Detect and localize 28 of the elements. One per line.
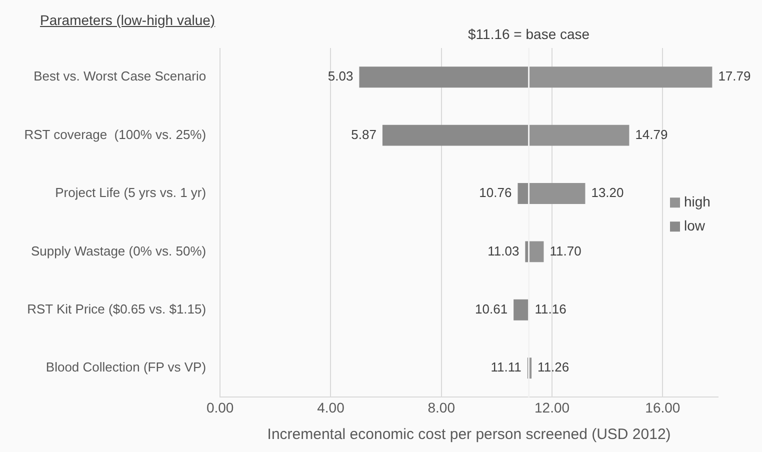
legend-label: high	[684, 193, 710, 210]
x-tick-label: 0.00	[206, 399, 234, 416]
y-tick-label: Project Life (5 yrs vs. 1 yr)	[55, 185, 206, 200]
y-tick-label: RST Kit Price ($0.65 vs. $1.15)	[27, 301, 206, 316]
x-tick-label: 8.00	[428, 399, 456, 416]
annotation: 11.26	[538, 360, 570, 375]
annotation: 10.76	[479, 185, 512, 200]
annotation: 14.79	[635, 126, 668, 142]
legend-label: low	[684, 217, 706, 234]
x-tick-label: 12.00	[534, 399, 570, 416]
y-tick-label: Supply Wastage (0% vs. 50%)	[30, 243, 206, 258]
annotation: 11.70	[550, 243, 582, 258]
annotation: 5.03	[328, 68, 354, 84]
x-tick-label: 4.00	[317, 399, 345, 416]
ref-line-label: $11.16 = base case	[468, 26, 590, 42]
annotation: 11.11	[490, 360, 522, 375]
x-tick-label: 16.00	[645, 399, 680, 416]
y-tick-label: Blood Collection (FP vs VP)	[46, 360, 206, 375]
annotation: 13.20	[591, 185, 624, 200]
annotation: 17.79	[718, 68, 751, 84]
annotation: 10.61	[475, 301, 508, 316]
annotation: 5.87	[351, 126, 376, 142]
annotation: 11.16	[534, 301, 566, 316]
y-axis-title: Parameters (low-high value)	[40, 12, 216, 28]
y-tick-label: RST coverage (100% vs. 25%)	[24, 126, 206, 142]
x-axis-title: Incremental economic cost per person screened (USD 2012)	[267, 426, 671, 444]
y-tick-label: Best vs. Worst Case Scenario	[34, 68, 206, 84]
annotation: 11.03	[488, 243, 520, 258]
